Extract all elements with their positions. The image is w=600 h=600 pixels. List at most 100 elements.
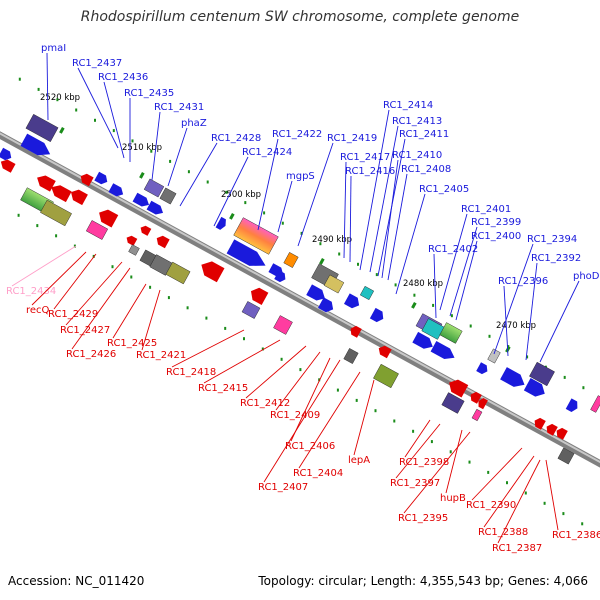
gene-label[interactable]: lepA xyxy=(348,455,370,466)
gene-label[interactable]: RC1_2405 xyxy=(419,184,469,195)
forward-gene-arrow[interactable] xyxy=(108,183,125,198)
gene-label[interactable]: RC1_2414 xyxy=(383,100,433,111)
forward-gene-arrow[interactable] xyxy=(565,398,581,413)
gene-label[interactable]: phoD xyxy=(573,271,600,282)
gene-label[interactable]: phaZ xyxy=(181,118,207,129)
forward-gene-arrow[interactable] xyxy=(226,239,270,272)
gene-label[interactable]: RC1_2410 xyxy=(392,150,442,161)
gene-box[interactable] xyxy=(487,348,501,364)
gene-label[interactable]: RC1_2428 xyxy=(211,133,261,144)
gene-label[interactable]: RC1_2407 xyxy=(258,482,308,493)
gene-label[interactable]: RC1_2422 xyxy=(272,129,322,140)
gene-box[interactable] xyxy=(529,361,555,387)
forward-gene-arrow[interactable] xyxy=(146,200,166,217)
gene-box[interactable] xyxy=(359,285,375,301)
gene-box[interactable] xyxy=(159,187,177,205)
reverse-gene-arrow[interactable] xyxy=(476,397,488,410)
forward-gene-arrow[interactable] xyxy=(20,133,53,161)
gene-box[interactable] xyxy=(439,322,463,344)
forward-gene-arrow[interactable] xyxy=(132,192,152,209)
reverse-gene-arrow[interactable] xyxy=(544,422,558,436)
gene-box[interactable] xyxy=(283,252,299,268)
reverse-gene-arrow[interactable] xyxy=(198,258,225,283)
gene-label[interactable]: RC1_2417 xyxy=(340,152,390,163)
forward-gene-arrow[interactable] xyxy=(412,331,435,352)
gene-label[interactable]: RC1_2394 xyxy=(527,234,577,245)
gene-label[interactable]: RC1_2429 xyxy=(48,309,98,320)
reverse-gene-arrow[interactable] xyxy=(376,344,392,359)
gene-box[interactable] xyxy=(128,244,140,256)
gene-box[interactable] xyxy=(40,199,72,227)
gene-box[interactable] xyxy=(165,261,191,285)
gene-box[interactable] xyxy=(233,217,279,255)
forward-gene-arrow[interactable] xyxy=(306,284,328,303)
gene-label[interactable]: RC1_2436 xyxy=(98,72,148,83)
reverse-gene-arrow[interactable] xyxy=(0,157,16,173)
reverse-gene-arrow[interactable] xyxy=(125,234,138,246)
gene-label[interactable]: pmaI xyxy=(41,43,66,54)
forward-gene-arrow[interactable] xyxy=(0,147,14,163)
forward-gene-arrow[interactable] xyxy=(430,340,458,363)
reverse-gene-arrow[interactable] xyxy=(68,187,88,206)
gene-box[interactable] xyxy=(590,395,600,413)
reverse-gene-arrow[interactable] xyxy=(139,224,152,236)
gene-label[interactable]: RC1_2401 xyxy=(461,204,511,215)
gene-label[interactable]: RC1_2395 xyxy=(398,513,448,524)
gene-box[interactable] xyxy=(441,392,465,414)
reverse-gene-arrow[interactable] xyxy=(96,207,119,228)
gene-label[interactable]: RC1_2425 xyxy=(107,338,157,349)
forward-gene-arrow[interactable] xyxy=(94,171,109,187)
gene-box[interactable] xyxy=(25,113,59,143)
reverse-gene-arrow[interactable] xyxy=(248,285,269,305)
gene-box[interactable] xyxy=(471,408,483,422)
gene-label[interactable]: RC1_2406 xyxy=(285,441,335,452)
forward-gene-arrow[interactable] xyxy=(476,362,490,376)
forward-gene-arrow[interactable] xyxy=(215,216,229,231)
gene-label[interactable]: RC1_2397 xyxy=(390,478,440,489)
reverse-gene-arrow[interactable] xyxy=(34,172,56,192)
gene-box[interactable] xyxy=(273,315,293,335)
forward-gene-arrow[interactable] xyxy=(343,293,362,310)
gene-label[interactable]: RC1_2390 xyxy=(466,500,516,511)
gene-box[interactable] xyxy=(85,220,109,240)
gene-label[interactable]: RC1_2431 xyxy=(154,102,204,113)
forward-gene-arrow[interactable] xyxy=(369,307,386,324)
gene-label[interactable]: RC1_2411 xyxy=(399,129,449,140)
gene-label[interactable]: RC1_2419 xyxy=(327,133,377,144)
gene-label[interactable]: RC1_2386 xyxy=(552,530,600,541)
reverse-gene-arrow[interactable] xyxy=(154,234,170,249)
gene-label[interactable]: RC1_2421 xyxy=(136,350,186,361)
reverse-gene-arrow[interactable] xyxy=(532,416,546,430)
gene-label[interactable]: RC1_2412 xyxy=(240,398,290,409)
gene-label[interactable]: RC1_2426 xyxy=(66,349,116,360)
gene-label[interactable]: RC1_2409 xyxy=(270,410,320,421)
reverse-gene-arrow[interactable] xyxy=(78,172,94,187)
gene-label[interactable]: RC1_2387 xyxy=(492,543,542,554)
forward-gene-arrow[interactable] xyxy=(500,367,528,391)
reverse-gene-arrow[interactable] xyxy=(554,426,568,440)
gene-label[interactable]: hupB xyxy=(440,493,466,504)
gene-label[interactable]: RC1_2434 xyxy=(6,286,56,297)
forward-gene-arrow[interactable] xyxy=(317,297,336,314)
gene-label[interactable]: RC1_2416 xyxy=(345,166,395,177)
gene-label[interactable]: recQ xyxy=(26,305,50,316)
gene-label[interactable]: RC1_2424 xyxy=(242,147,292,158)
gene-label[interactable]: RC1_2408 xyxy=(401,164,451,175)
gene-label[interactable]: RC1_2392 xyxy=(531,253,581,264)
gene-label[interactable]: RC1_2418 xyxy=(166,367,216,378)
gene-label[interactable]: RC1_2404 xyxy=(293,468,343,479)
gene-label[interactable]: RC1_2400 xyxy=(471,231,521,242)
reverse-gene-arrow[interactable] xyxy=(348,324,362,338)
gene-box[interactable] xyxy=(557,447,575,465)
gene-box[interactable] xyxy=(143,178,165,198)
gene-label[interactable]: RC1_2413 xyxy=(392,116,442,127)
reverse-gene-arrow[interactable] xyxy=(468,390,482,404)
reverse-gene-arrow[interactable] xyxy=(446,377,469,398)
gene-label[interactable]: RC1_2399 xyxy=(471,217,521,228)
gene-label[interactable]: RC1_2415 xyxy=(198,383,248,394)
gene-box[interactable] xyxy=(343,348,359,364)
gene-box[interactable] xyxy=(241,301,261,319)
gene-label[interactable]: RC1_2398 xyxy=(399,457,449,468)
forward-gene-arrow[interactable] xyxy=(523,378,548,400)
reverse-gene-arrow[interactable] xyxy=(48,182,72,203)
